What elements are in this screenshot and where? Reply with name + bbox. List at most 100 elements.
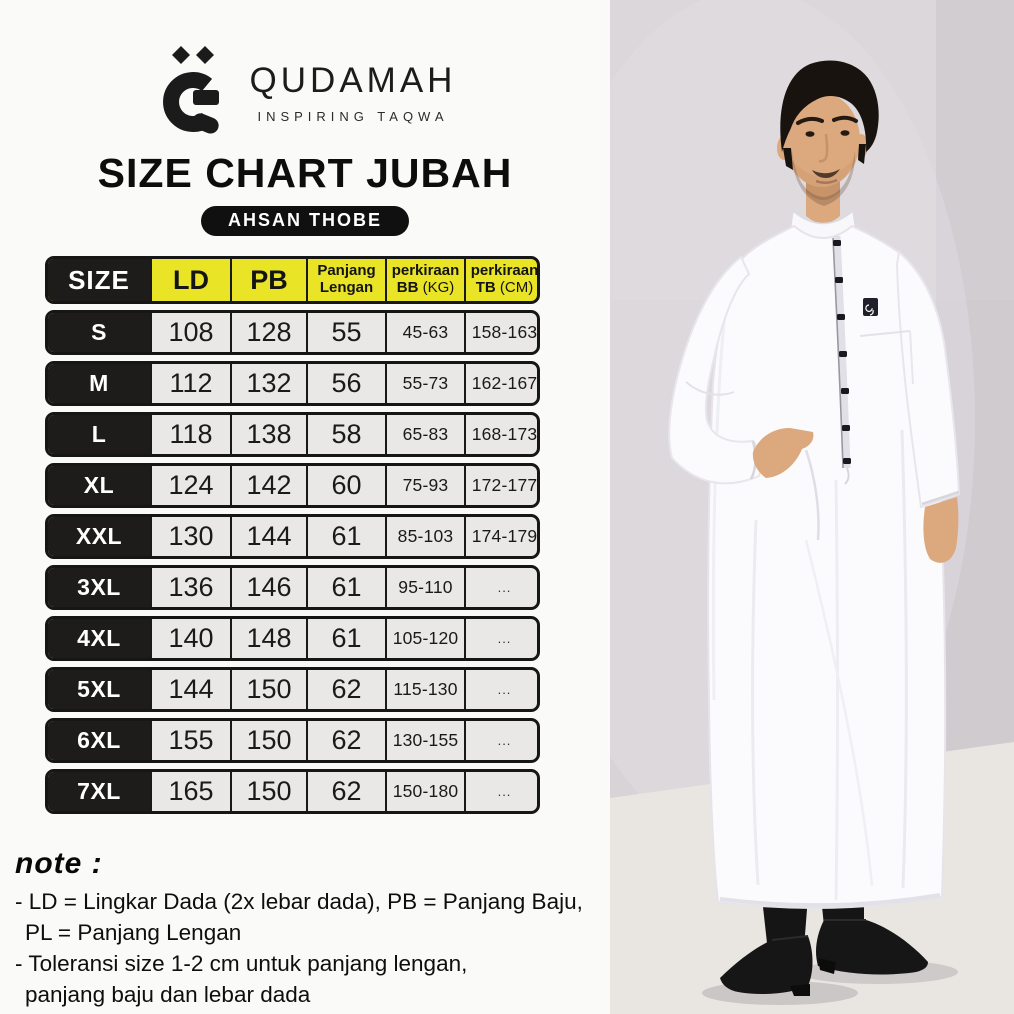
cell-ld: 118 [150,415,230,454]
cell-pl: 61 [306,619,385,658]
model-hair [780,60,879,152]
cell-pb: 128 [230,313,306,352]
cell-ld: 144 [150,670,230,709]
cell-size: XXL [48,517,150,556]
note-line: - Toleransi size 1-2 cm untuk panjang le… [15,951,468,976]
cell-bb: 75-93 [385,466,464,505]
cell-ld: 108 [150,313,230,352]
cell-ld: 140 [150,619,230,658]
shoe-left [720,936,813,994]
cell-pb: 150 [230,772,306,811]
cell-size: XL [48,466,150,505]
cell-size: S [48,313,150,352]
cell-pb: 150 [230,721,306,760]
size-row-XL: XL 124 142 60 75-93 172-177 [45,463,540,508]
product-photo [610,0,1014,1014]
cell-pb: 148 [230,619,306,658]
header-tb-line1: perkiraan [470,262,539,280]
cell-pb: 132 [230,364,306,403]
cell-pl: 58 [306,415,385,454]
cell-tb: ... [464,619,537,658]
model-nose [818,133,829,163]
cell-tb: ... [464,568,537,607]
cell-size: 7XL [48,772,150,811]
cell-pb: 138 [230,415,306,454]
page-title: SIZE CHART JUBAH [97,150,513,196]
note-line: PL = Panjang Lengan [25,920,242,945]
size-row-M: M 112 132 56 55-73 162-167 [45,361,540,406]
size-row-5XL: 5XL 144 150 62 115-130... [45,667,540,712]
size-chart-table: SIZE LD PB Panjang Lengan perkiraan BB (… [45,256,540,814]
brand-header: QUDAMAH INSPIRING TAQWA [0,0,610,140]
header-pl-line2: Lengan [319,279,374,296]
cell-bb: 85-103 [385,517,464,556]
cell-bb: 150-180 [385,772,464,811]
cell-pl: 56 [306,364,385,403]
model-beard-stubble [792,151,856,206]
cell-bb: 45-63 [385,313,464,352]
shoe-right [816,920,928,975]
chest-pocket-seam [859,330,911,337]
cell-tb: 172-177 [464,466,537,505]
model-eyes [805,131,815,137]
cell-size: 4XL [48,619,150,658]
cell-pb: 150 [230,670,306,709]
cell-ld: 136 [150,568,230,607]
header-tb-line2: TB (CM) [475,279,534,297]
cell-tb: ... [464,670,537,709]
note-title: note : [15,847,103,880]
cell-size: L [48,415,150,454]
header-tb-abbr: TB [475,279,496,296]
cell-tb: 168-173 [464,415,537,454]
cell-tb: 162-167 [464,364,537,403]
cell-pl: 55 [306,313,385,352]
cell-ld: 155 [150,721,230,760]
header-perkiraan-bb: perkiraan BB (KG) [385,259,464,301]
header-panjang-lengan: Panjang Lengan [306,259,385,301]
brand-name: QUDAMAH [249,60,457,100]
cell-bb: 65-83 [385,415,464,454]
header-bb-line2: BB (KG) [397,279,455,297]
header-pb: PB [230,259,306,301]
cell-pl: 62 [306,772,385,811]
cell-bb: 55-73 [385,364,464,403]
cell-ld: 112 [150,364,230,403]
model-left-hand [752,428,814,478]
placket-buttons [833,240,851,464]
size-row-6XL: 6XL 155 150 62 130-155... [45,718,540,763]
size-chart-header-row: SIZE LD PB Panjang Lengan perkiraan BB (… [45,256,540,304]
note-line: - LD = Lingkar Dada (2x lebar dada), PB … [15,889,583,914]
size-row-3XL: 3XL 136 146 61 95-110... [45,565,540,610]
cell-tb: ... [464,721,537,760]
qudamah-logo-icon [162,46,219,134]
header-size: SIZE [48,259,150,301]
cell-pl: 62 [306,670,385,709]
product-badge: AHSAN THOBE [200,206,409,236]
thobe-pocket [804,449,820,541]
cell-size: M [48,364,150,403]
header-tb-unit: (CM) [499,279,534,296]
brand-tagline: INSPIRING TAQWA [257,108,449,124]
header-bb-unit: (KG) [422,279,455,296]
header-ld: LD [150,259,230,301]
cell-bb: 115-130 [385,670,464,709]
brand-text: QUDAMAH INSPIRING TAQWA [250,61,457,124]
note-section: note : - LD = Lingkar Dada (2x lebar dad… [15,847,590,1010]
model-eyebrows [796,116,824,125]
size-row-S: S 108 128 55 45-63 158-163 [45,310,540,355]
size-row-XXL: XXL 130 144 61 85-103 174-179 [45,514,540,559]
cell-tb: ... [464,772,537,811]
size-row-7XL: 7XL 165 150 62 150-180... [45,769,540,814]
model-mouth [815,178,838,184]
badge-row: AHSAN THOBE [0,206,610,236]
cell-pb: 146 [230,568,306,607]
model-head [777,60,879,206]
cell-pb: 142 [230,466,306,505]
size-chart-rows: S 108 128 55 45-63 158-163 M 112 132 56 55-73 162-1… [45,310,540,814]
cell-ld: 130 [150,517,230,556]
cell-pl: 61 [306,568,385,607]
header-bb-line1: perkiraan [391,262,460,280]
size-row-4XL: 4XL 140 148 61 105-120... [45,616,540,661]
size-row-L: L 118 138 58 65-83 168-173 [45,412,540,457]
model-mustache [812,169,840,178]
